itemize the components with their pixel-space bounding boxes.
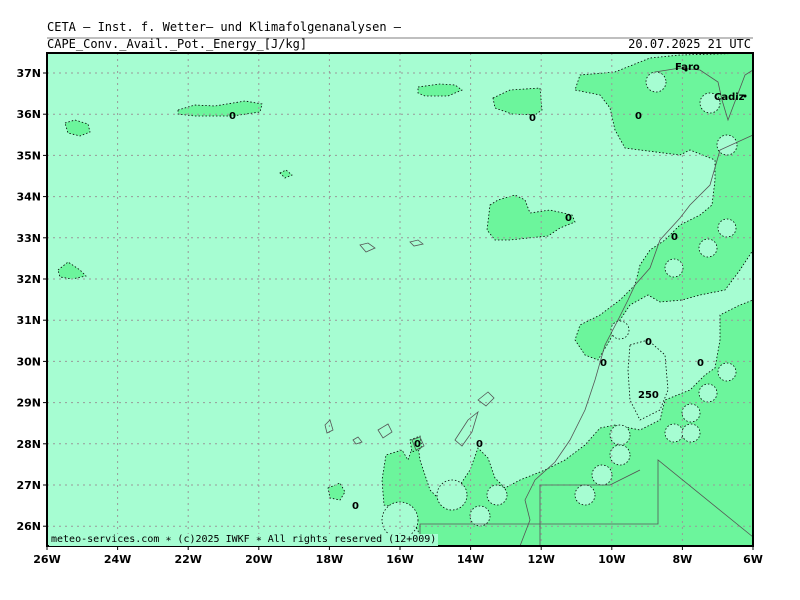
cape-hole [664,423,684,443]
cape-hole [716,134,738,156]
lat-label: 34N [16,191,41,204]
island-selvagens [409,239,424,247]
lon-label: 18W [316,553,343,566]
copyright-footer: meteo-services.com ∗ (c)2025 IWKF ∗ All … [49,534,439,546]
cape-regions [57,52,754,547]
lon-label: 24W [104,553,131,566]
lat-label: 30N [16,355,41,368]
lat-label: 26N [16,520,41,533]
latitude-labels: 37N 36N 35N 34N 33N 32N 31N 30N 29N 28N 27N 26N [16,67,41,533]
lon-label: 26W [33,553,60,566]
coastlines [324,67,754,547]
border-morocco [419,459,754,546]
island-la-gomera [352,436,363,445]
cape-hole [436,479,468,511]
place-label-cadiz: Cadiz [714,92,745,103]
contour-label: 0 [229,111,236,122]
cape-region-east [574,52,754,361]
cape-region-madeira [177,100,263,117]
lon-label: 10W [598,553,625,566]
island-tenerife [377,423,393,439]
longitude-labels: 26W 24W 22W 20W 18W 16W 14W 12W 10W 8W 6W [33,553,763,566]
cape-hole [698,238,718,258]
lon-label: 16W [386,553,413,566]
cape-region-atlantic [486,194,576,241]
cape-region-nw-gulf [492,87,543,116]
contour-label: 0 [352,501,359,512]
lon-label: 20W [245,553,272,566]
field-name: CAPE_Conv._Avail._Pot._Energy_[J/kg] [47,37,308,51]
cadiz-marker [743,94,747,98]
contour-label: 0 [476,439,483,450]
lat-label: 27N [16,479,41,492]
cape-hole [469,505,491,527]
cape-hole [699,92,721,114]
island-fuerteventura [454,410,479,447]
coastline-iberia [654,67,754,122]
contour-labels: 0 0 0 0 0 0 0 0 0 0 0 250 [229,111,704,512]
contour-label: 0 [600,358,607,369]
cape-hole [591,464,613,486]
cape-holes [381,71,738,539]
lat-label: 29N [16,397,41,410]
faro-marker [684,68,688,72]
cape-hole [664,258,684,278]
cape-hole [645,71,667,93]
cape-hole [381,501,419,539]
contour-label: 0 [697,358,704,369]
cape-hole [717,218,737,238]
lat-label: 36N [16,108,41,121]
axis-ticks [43,72,754,550]
island-lanzarote [477,391,495,407]
lat-label: 28N [16,438,41,451]
graticule [47,53,753,546]
cape-region-west-3 [279,169,293,179]
lon-label: 12W [527,553,554,566]
lat-label: 32N [16,273,41,286]
lat-label: 37N [16,67,41,80]
cape-region-west-2 [57,261,87,280]
lat-label: 35N [16,149,41,162]
contour-label: 0 [635,111,642,122]
cape-hole [698,383,718,403]
contour-label: 250 [638,390,659,401]
contour-label: 0 [671,232,678,243]
lon-label: 22W [174,553,201,566]
contour-label: 0 [529,113,536,124]
contour-label: 0 [414,439,421,450]
cape-hole [717,362,737,382]
contour-label: 0 [565,213,572,224]
cape-hole [574,484,596,506]
lat-label: 31N [16,314,41,327]
border-inner [539,469,641,546]
cape-hole [681,403,701,423]
island-madeira [359,242,376,253]
coastline-africa [519,134,754,547]
cape-hole [486,484,508,506]
contour-label: 0 [645,337,652,348]
cape-hole [681,423,701,443]
place-label-faro: Faro [675,62,700,73]
lon-label: 6W [743,553,763,566]
lon-label: 8W [673,553,693,566]
cape-region-canary [327,482,346,501]
lon-label: 14W [457,553,484,566]
cape-region-north [417,83,463,97]
cape-hole-large [627,339,669,421]
island-la-palma [324,419,334,434]
chart-title: CETA — Inst. f. Wetter— und Klimafolgena… [47,20,402,34]
cape-region-west-1 [64,119,91,137]
valid-time: 20.07.2025 21 UTC [628,37,751,51]
lat-label: 33N [16,232,41,245]
cape-hole [610,320,630,340]
cape-region-south [381,53,754,547]
island-gran-canaria [411,436,425,451]
cape-hole [609,424,631,446]
cape-hole [609,444,631,466]
